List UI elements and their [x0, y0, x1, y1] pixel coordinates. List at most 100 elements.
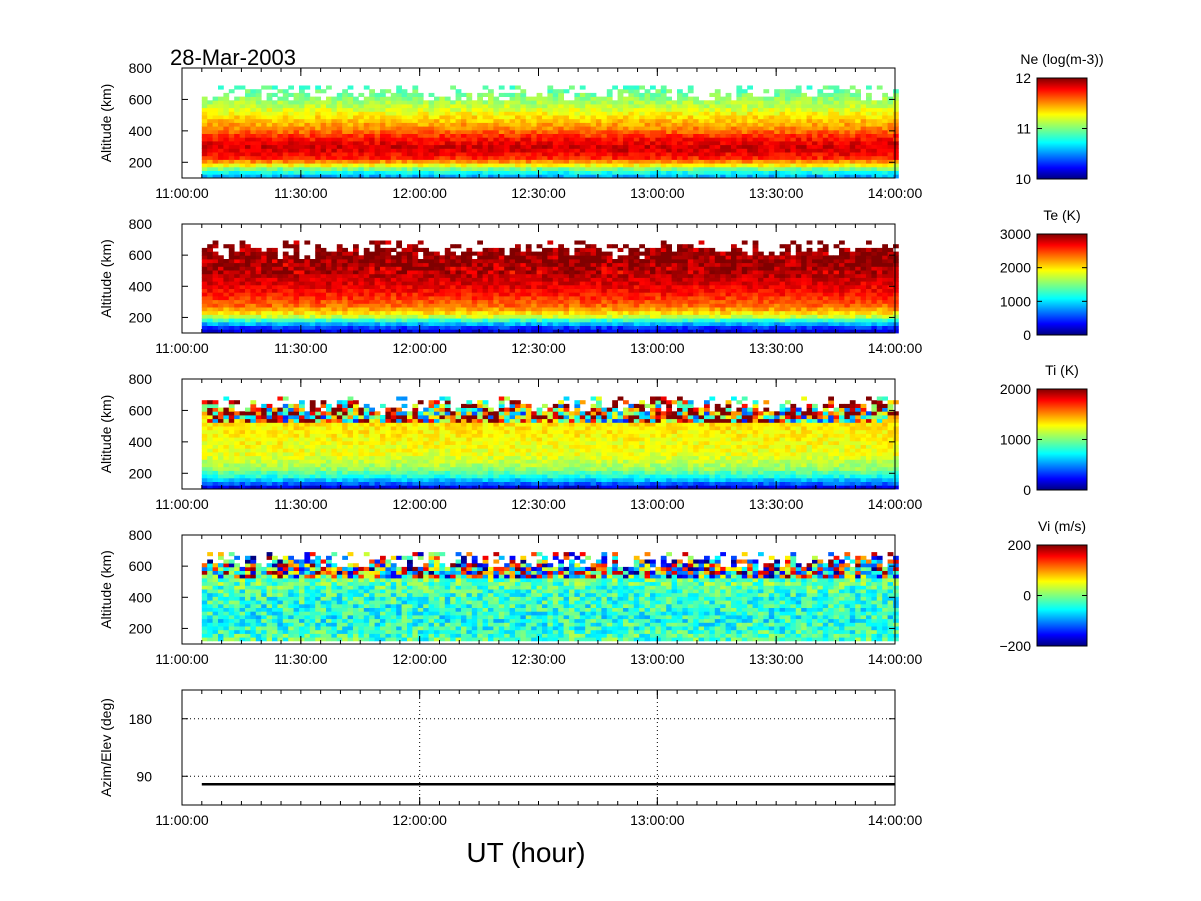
heatmap-cell: [552, 133, 559, 138]
heatmap-cell: [601, 288, 608, 293]
heatmap-cell: [218, 122, 224, 127]
heatmap-cell: [714, 159, 721, 164]
heatmap-cell: [639, 262, 645, 267]
heatmap-cell: [369, 129, 375, 134]
heatmap-cell: [455, 107, 462, 112]
heatmap-cell: [601, 133, 608, 138]
heatmap-cell: [293, 159, 300, 164]
heatmap-cell: [309, 325, 316, 330]
heatmap-cell: [617, 329, 624, 334]
heatmap-cell: [326, 163, 332, 168]
heatmap-cell: [255, 318, 262, 323]
heatmap-cell: [752, 126, 759, 131]
heatmap-cell: [790, 155, 797, 160]
heatmap-cell: [309, 292, 316, 297]
heatmap-cell: [326, 314, 332, 319]
heatmap-cell: [585, 126, 591, 131]
heatmap-cell: [633, 266, 640, 271]
heatmap-cell: [612, 284, 618, 289]
heatmap-cell: [228, 148, 235, 153]
heatmap-cell: [455, 96, 462, 101]
heatmap-cell: [212, 115, 219, 120]
heatmap-cell: [882, 100, 888, 105]
heatmap-cell: [207, 307, 213, 312]
heatmap-cell: [801, 118, 807, 123]
heatmap-cell: [309, 133, 316, 138]
heatmap-cell: [617, 255, 624, 260]
heatmap-cell: [245, 299, 251, 304]
heatmap-cell: [741, 148, 748, 153]
heatmap-cell: [644, 284, 651, 289]
heatmap-cell: [266, 85, 273, 90]
heatmap-cell: [779, 170, 786, 175]
heatmap-cell: [282, 240, 289, 245]
heatmap-cell: [731, 104, 737, 109]
heatmap-cell: [585, 251, 591, 256]
heatmap-cell: [779, 152, 786, 157]
heatmap-cell: [628, 170, 635, 175]
heatmap-cell: [801, 107, 807, 112]
heatmap-cell: [871, 174, 878, 179]
heatmap-cell: [531, 152, 537, 157]
heatmap-cell: [617, 284, 624, 289]
heatmap-cell: [493, 266, 500, 271]
heatmap-cell: [585, 104, 591, 109]
heatmap-cell: [455, 321, 462, 326]
heatmap-cell: [374, 307, 381, 312]
heatmap-cell: [304, 174, 311, 179]
heatmap-cell: [520, 118, 527, 123]
heatmap-cell: [644, 148, 651, 153]
heatmap-cell: [563, 255, 570, 260]
heatmap-cell: [439, 307, 446, 312]
heatmap-cell: [477, 318, 483, 323]
heatmap-cell: [666, 111, 672, 116]
heatmap-cell: [758, 126, 764, 131]
heatmap-cell: [390, 107, 397, 112]
heatmap-cell: [596, 129, 602, 134]
heatmap-cell: [536, 266, 543, 271]
heatmap-cell: [374, 155, 381, 160]
heatmap-cell: [693, 104, 699, 109]
heatmap-cell: [887, 155, 894, 160]
heatmap-cell: [288, 244, 294, 249]
heatmap-cell: [439, 152, 446, 157]
heatmap-cell: [790, 115, 797, 120]
heatmap-cell: [228, 247, 235, 252]
heatmap-cell: [439, 126, 446, 131]
heatmap-cell: [466, 318, 473, 323]
heatmap-cell: [255, 96, 262, 101]
heatmap-cell: [876, 104, 883, 109]
heatmap-cell: [347, 141, 354, 146]
heatmap-cell: [693, 100, 699, 105]
heatmap-cell: [282, 270, 289, 275]
heatmap-cell: [552, 174, 559, 179]
heatmap-cell: [450, 104, 456, 109]
heatmap-cell: [331, 255, 338, 260]
heatmap-cell: [299, 259, 305, 264]
heatmap-cell: [714, 148, 721, 153]
heatmap-cell: [444, 329, 451, 334]
heatmap-cell: [574, 318, 581, 323]
heatmap-cell: [439, 144, 446, 149]
heatmap-cell: [628, 126, 635, 131]
heatmap-cell: [876, 133, 883, 138]
heatmap-cell: [509, 296, 516, 301]
heatmap-cell: [450, 111, 456, 116]
heatmap-cell: [261, 310, 267, 315]
heatmap-cell: [768, 141, 775, 146]
heatmap-cell: [380, 159, 386, 164]
heatmap-cell: [277, 281, 284, 286]
heatmap-cell: [590, 259, 597, 264]
heatmap-cell: [315, 129, 321, 134]
heatmap-cell: [363, 174, 370, 179]
heatmap-cell: [509, 166, 516, 171]
heatmap-cell: [277, 288, 284, 293]
heatmap-cell: [633, 85, 640, 90]
heatmap-cell: [623, 166, 629, 171]
heatmap-cell: [774, 111, 780, 116]
heatmap-cell: [736, 111, 743, 116]
heatmap-cell: [579, 115, 586, 120]
heatmap-cell: [709, 152, 716, 157]
heatmap-cell: [245, 321, 251, 326]
heatmap-cell: [342, 107, 348, 112]
